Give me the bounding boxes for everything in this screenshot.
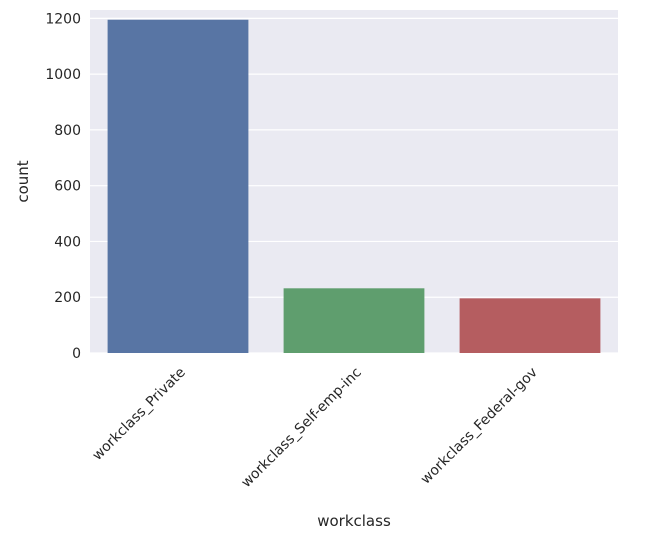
y-tick-label: 800 [54, 123, 81, 139]
bar-workclass-federal-gov [459, 298, 601, 353]
y-axis-label: count [14, 160, 32, 202]
y-tick-label: 1200 [45, 11, 81, 27]
y-tick-label: 200 [54, 290, 81, 306]
x-tick-label: workclass_Self-emp-inc [238, 365, 364, 491]
x-tick-label: workclass_Private [90, 365, 189, 464]
x-axis-label: workclass [317, 512, 391, 530]
y-tick-label: 1000 [45, 67, 81, 83]
x-tick-labels: workclass_Private workclass_Self-emp-inc w… [90, 365, 541, 491]
bar-workclass-self-emp-inc [283, 288, 425, 353]
y-tick-label: 600 [54, 179, 81, 195]
y-tick-label: 0 [72, 346, 81, 362]
x-tick-label: workclass_Federal-gov [418, 365, 541, 488]
bar-workclass-private [107, 19, 249, 353]
bars [107, 19, 601, 353]
y-tick-label: 400 [54, 234, 81, 250]
y-tick-labels: 0 200 400 600 800 1000 1200 [45, 11, 81, 362]
